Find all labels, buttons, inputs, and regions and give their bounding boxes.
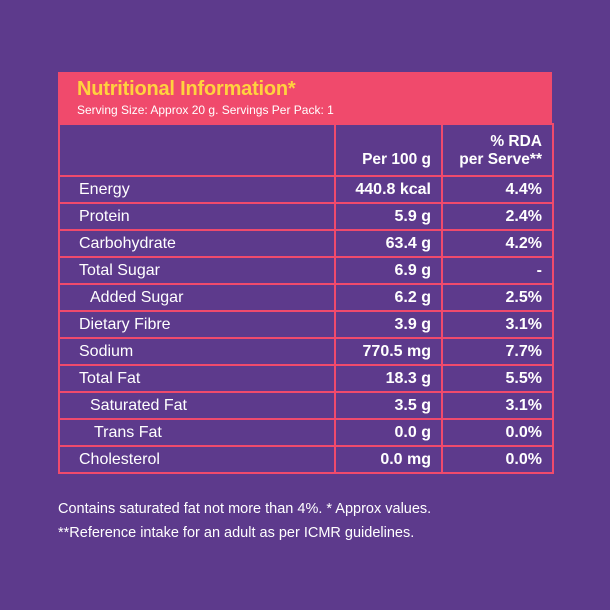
nutrient-per-100: 6.2 g bbox=[334, 283, 443, 312]
footnotes: Contains saturated fat not more than 4%.… bbox=[58, 497, 578, 545]
footnote-reference-intake: **Reference intake for an adult as per I… bbox=[58, 525, 415, 541]
nutrient-rda: 2.4% bbox=[441, 202, 554, 231]
nutrient-name: Total Fat bbox=[58, 364, 336, 393]
nutrient-rda: 3.1% bbox=[441, 310, 554, 339]
nutrient-name: Trans Fat bbox=[58, 418, 336, 447]
nutrient-rda: 0.0% bbox=[441, 445, 554, 474]
nutrient-per-100: 0.0 mg bbox=[334, 445, 443, 474]
nutrient-name: Saturated Fat bbox=[58, 391, 336, 420]
nutrient-rda: 2.5% bbox=[441, 283, 554, 312]
nutrition-header: Nutritional Information* Serving Size: A… bbox=[58, 72, 552, 123]
table-row: Dietary Fibre 3.9 g 3.1% bbox=[58, 310, 554, 339]
nutrient-rda: 0.0% bbox=[441, 418, 554, 447]
header-rda-line1: % RDA bbox=[490, 133, 542, 150]
header-blank-cell bbox=[58, 123, 336, 177]
footnote-saturated-fat: Contains saturated fat not more than 4%.… bbox=[58, 501, 432, 517]
nutrient-per-100: 18.3 g bbox=[334, 364, 443, 393]
table-row: Energy 440.8 kcal 4.4% bbox=[58, 175, 554, 204]
nutrient-rda: 3.1% bbox=[441, 391, 554, 420]
table-row: Carbohydrate 63.4 g 4.2% bbox=[58, 229, 554, 258]
nutrient-rda: 4.4% bbox=[441, 175, 554, 204]
table-row: Added Sugar 6.2 g 2.5% bbox=[58, 283, 554, 312]
nutrient-rda: 5.5% bbox=[441, 364, 554, 393]
nutrient-per-100: 770.5 mg bbox=[334, 337, 443, 366]
nutrient-name: Total Sugar bbox=[58, 256, 336, 285]
nutrition-panel: Nutritional Information* Serving Size: A… bbox=[58, 72, 554, 474]
nutrition-table: Per 100 g % RDA per Serve** Energy 440.8… bbox=[58, 123, 554, 474]
serving-info: Serving Size: Approx 20 g. Servings Per … bbox=[77, 103, 334, 117]
nutrient-name: Added Sugar bbox=[58, 283, 336, 312]
table-row: Total Sugar 6.9 g - bbox=[58, 256, 554, 285]
table-header-row: Per 100 g % RDA per Serve** bbox=[58, 123, 554, 177]
table-row: Saturated Fat 3.5 g 3.1% bbox=[58, 391, 554, 420]
header-per-100: Per 100 g bbox=[334, 123, 443, 177]
nutrient-name: Sodium bbox=[58, 337, 336, 366]
nutrient-name: Energy bbox=[58, 175, 336, 204]
header-rda: % RDA per Serve** bbox=[441, 123, 554, 177]
nutrient-rda: 4.2% bbox=[441, 229, 554, 258]
nutrient-name: Cholesterol bbox=[58, 445, 336, 474]
nutrient-name: Protein bbox=[58, 202, 336, 231]
nutrition-title: Nutritional Information* bbox=[77, 78, 296, 100]
nutrient-per-100: 3.5 g bbox=[334, 391, 443, 420]
nutrient-per-100: 5.9 g bbox=[334, 202, 443, 231]
table-row: Protein 5.9 g 2.4% bbox=[58, 202, 554, 231]
table-row: Cholesterol 0.0 mg 0.0% bbox=[58, 445, 554, 474]
nutrient-per-100: 6.9 g bbox=[334, 256, 443, 285]
nutrient-per-100: 0.0 g bbox=[334, 418, 443, 447]
nutrient-name: Dietary Fibre bbox=[58, 310, 336, 339]
nutrient-per-100: 3.9 g bbox=[334, 310, 443, 339]
table-row: Trans Fat 0.0 g 0.0% bbox=[58, 418, 554, 447]
nutrient-per-100: 440.8 kcal bbox=[334, 175, 443, 204]
header-rda-line2: per Serve** bbox=[459, 151, 542, 168]
nutrient-name: Carbohydrate bbox=[58, 229, 336, 258]
nutrient-rda: - bbox=[441, 256, 554, 285]
nutrient-per-100: 63.4 g bbox=[334, 229, 443, 258]
table-row: Total Fat 18.3 g 5.5% bbox=[58, 364, 554, 393]
table-row: Sodium 770.5 mg 7.7% bbox=[58, 337, 554, 366]
nutrient-rda: 7.7% bbox=[441, 337, 554, 366]
